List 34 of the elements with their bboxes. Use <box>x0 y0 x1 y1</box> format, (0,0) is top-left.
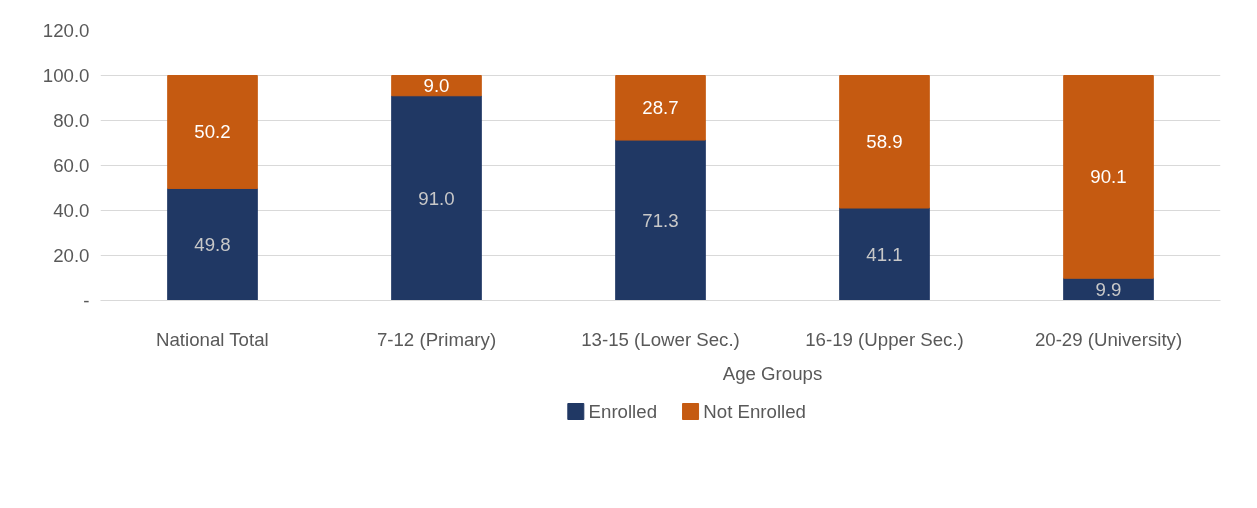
bar <box>167 75 258 189</box>
data-label: 58.9 <box>866 131 903 153</box>
bar <box>615 75 706 141</box>
data-label: 28.7 <box>642 97 679 119</box>
bar <box>839 75 930 209</box>
x-tick-label: 13-15 (Lower Sec.) <box>581 328 740 350</box>
x-tick-label: 16-19 (Upper Sec.) <box>805 328 964 350</box>
y-tick-label: 60.0 <box>53 155 90 176</box>
bar <box>391 95 482 301</box>
data-label: 9.9 <box>1095 278 1122 300</box>
data-label: 90.1 <box>1090 166 1127 188</box>
y-tick-label: 20.0 <box>53 245 90 266</box>
y-tick-label: 80.0 <box>53 110 90 131</box>
data-label: 50.2 <box>194 121 231 143</box>
x-tick-label: 7-12 (Primary) <box>376 328 497 350</box>
legend-label: Enrolled <box>588 401 658 422</box>
bar <box>615 139 706 301</box>
bar <box>1063 75 1154 279</box>
y-tick-label: 100.0 <box>42 65 90 86</box>
y-tick-label: - <box>83 290 90 311</box>
y-tick-label: 40.0 <box>53 200 90 221</box>
data-label: 91.0 <box>418 187 455 209</box>
bar <box>391 75 482 97</box>
x-tick-label: 20-29 (University) <box>1034 328 1183 350</box>
bar <box>839 207 930 301</box>
x-tick-label: National Total <box>155 328 269 350</box>
text: Age Groups <box>722 362 823 384</box>
legend-label: Not Enrolled <box>703 401 806 422</box>
data-label: 9.0 <box>423 75 450 97</box>
data-label: 49.8 <box>194 233 231 255</box>
bar <box>167 187 258 301</box>
data-label: 71.3 <box>642 209 679 231</box>
data-label: 41.1 <box>866 243 903 265</box>
y-tick-label: 120.0 <box>42 20 90 41</box>
